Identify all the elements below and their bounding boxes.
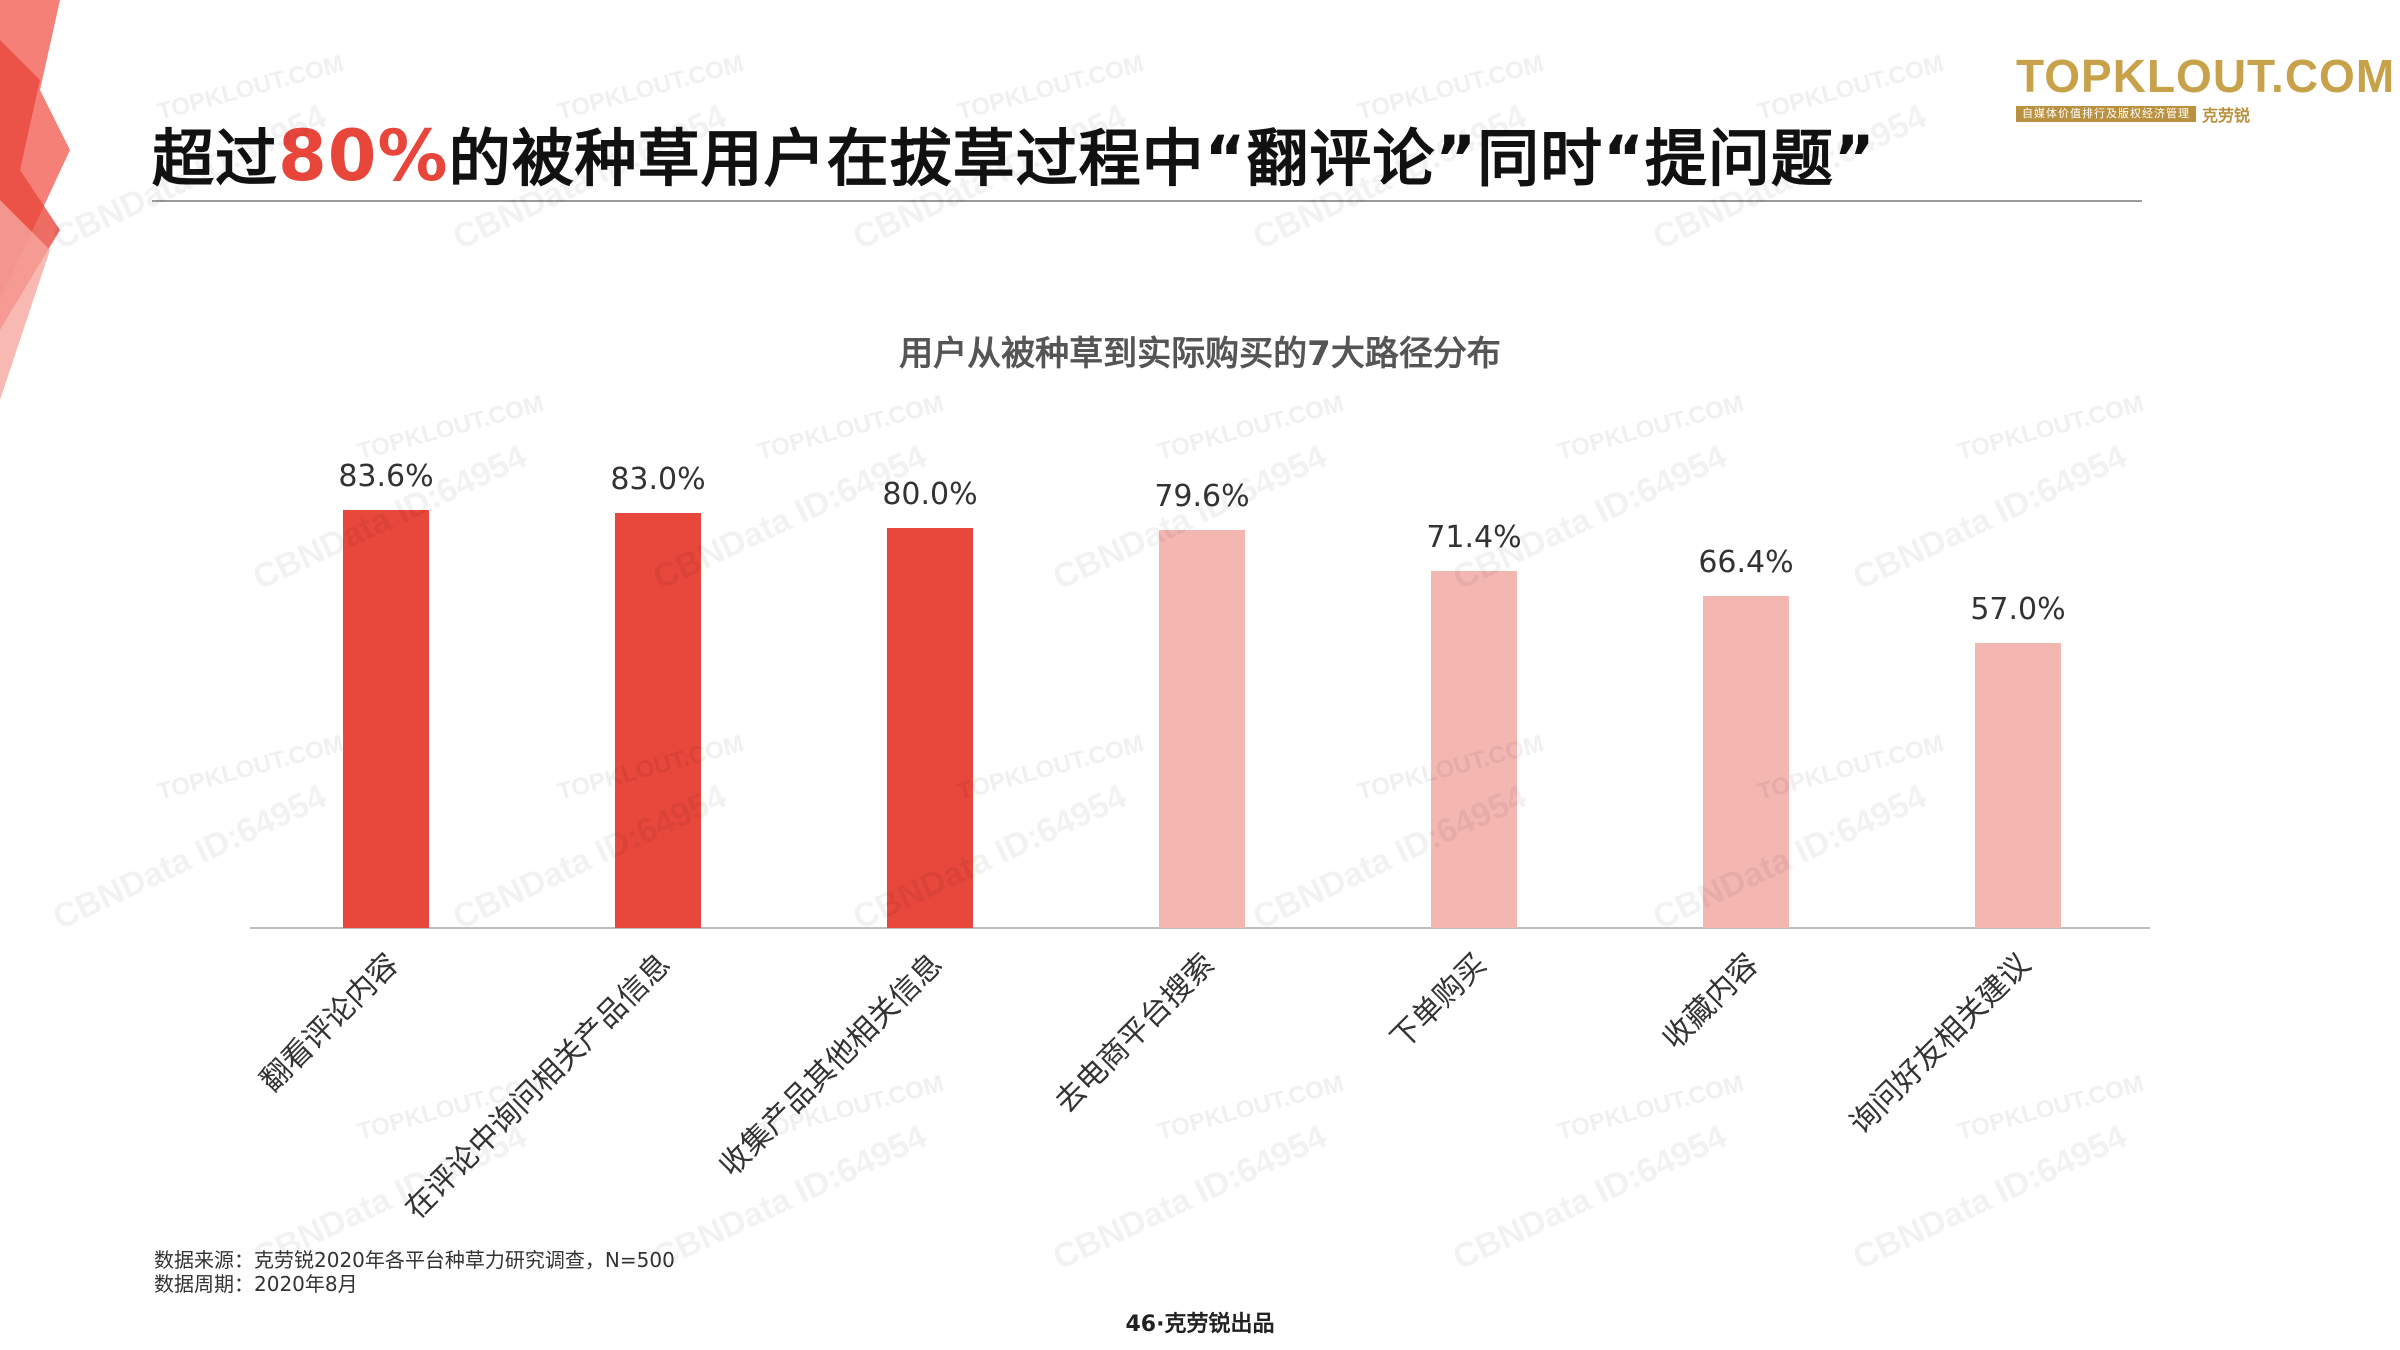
logo-cn-name: 克劳锐: [2202, 106, 2251, 125]
bar-value-label-3: 80.0%: [882, 477, 977, 512]
bar-value-label-4: 79.6%: [1154, 479, 1249, 514]
category-label-7: 询问好友相关建议: [1843, 947, 2037, 1141]
page-number: 46·克劳锐出品: [1125, 1312, 1275, 1337]
brand-logo: TOPKLOUT.COM 自媒体价值排行及版权经济管理 克劳锐: [2016, 50, 2396, 126]
bar-5: [1431, 571, 1517, 928]
bar-6: [1703, 596, 1789, 928]
bar-value-label-2: 83.0%: [610, 462, 705, 497]
logo-tagline: 自媒体价值排行及版权经济管理: [2016, 106, 2196, 122]
bar-2: [615, 513, 701, 928]
bar-3: [887, 528, 973, 928]
bar-4: [1159, 530, 1245, 928]
chart-title: 用户从被种草到实际购买的7大路径分布: [899, 334, 1501, 374]
title-divider: [152, 200, 2142, 202]
bar-1: [343, 510, 429, 928]
data-period: 数据周期：2020年8月: [154, 1272, 358, 1296]
title-suffix: 的被种草用户在拔草过程中“翻评论”同时“提问题”: [448, 122, 1876, 195]
bar-value-label-1: 83.6%: [338, 459, 433, 494]
category-label-5: 下单购买: [1384, 947, 1494, 1057]
category-label-3: 收集产品其他相关信息: [713, 947, 950, 1184]
page-title: 超过80%的被种草用户在拔草过程中“翻评论”同时“提问题”: [152, 108, 1876, 198]
footnote: 数据来源：克劳锐2020年各平台种草力研究调查，N=500 数据周期：2020年…: [154, 1248, 675, 1296]
bar-value-label-7: 57.0%: [1970, 592, 2065, 627]
category-label-4: 去电商平台搜索: [1048, 947, 1221, 1120]
bar-value-label-5: 71.4%: [1426, 520, 1521, 555]
logo-brand-text: TOPKLOUT.COM: [2016, 50, 2396, 102]
category-label-6: 收藏内容: [1656, 947, 1766, 1057]
bar-7: [1975, 643, 2061, 928]
title-prefix: 超过: [152, 122, 279, 195]
title-highlight: 80%: [278, 115, 449, 197]
category-label-2: 在评论中询问相关产品信息: [398, 947, 677, 1226]
bar-value-label-6: 66.4%: [1698, 545, 1793, 580]
data-source: 数据来源：克劳锐2020年各平台种草力研究调查，N=500: [154, 1248, 675, 1272]
category-label-1: 翻看评论内容: [254, 947, 406, 1099]
